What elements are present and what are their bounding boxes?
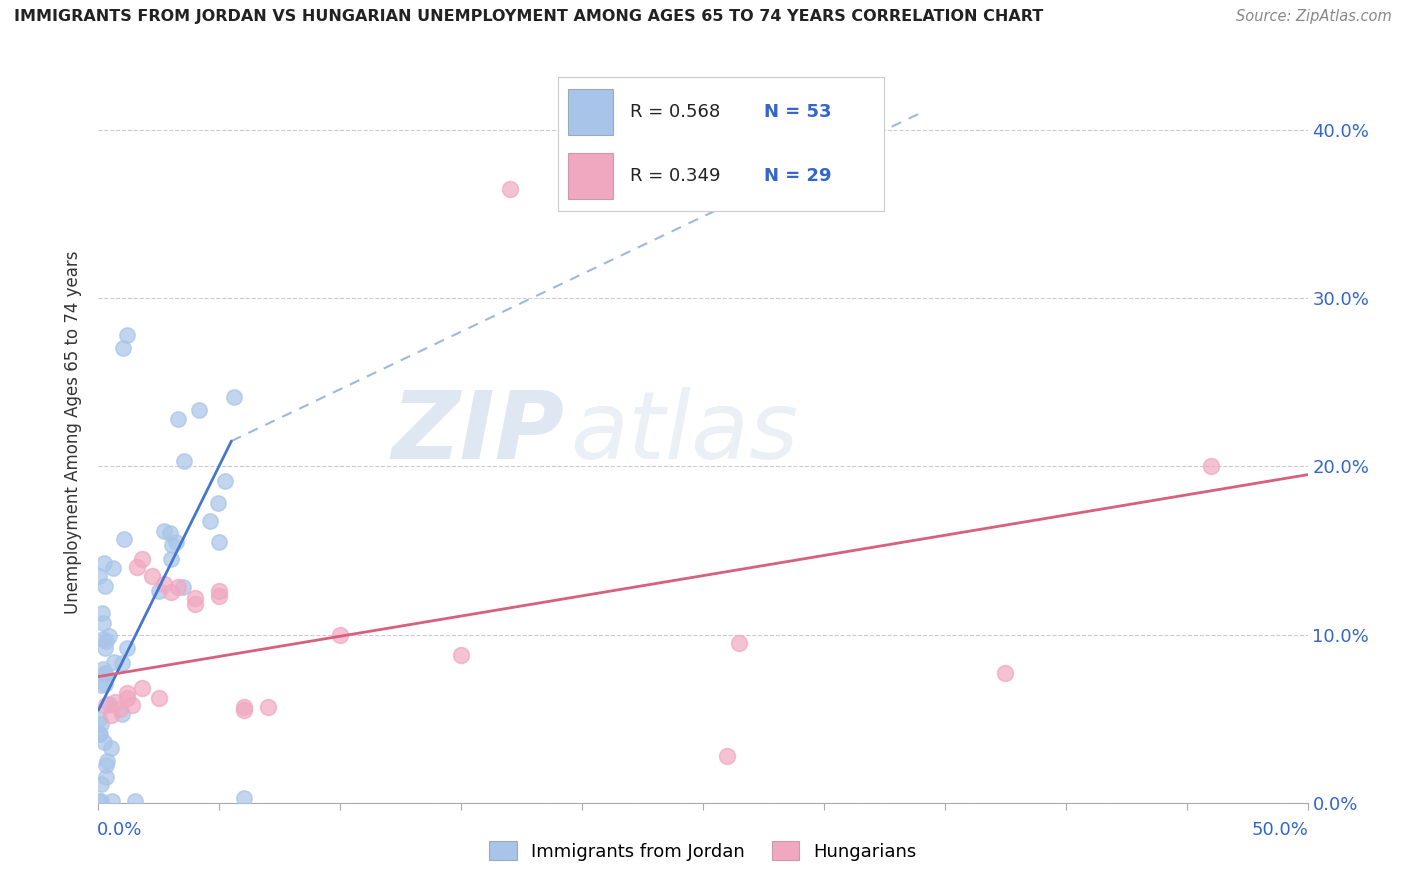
Point xyxy=(208,589,231,603)
Point xyxy=(94,579,117,593)
Point xyxy=(232,699,254,714)
Point xyxy=(104,695,127,709)
Point xyxy=(166,411,188,425)
Point xyxy=(148,584,170,599)
Y-axis label: Unemployment Among Ages 65 to 74 years: Unemployment Among Ages 65 to 74 years xyxy=(65,251,83,615)
Point xyxy=(91,616,114,631)
Point xyxy=(728,636,751,650)
Point xyxy=(117,328,139,343)
Legend: Immigrants from Jordan, Hungarians: Immigrants from Jordan, Hungarians xyxy=(482,833,924,868)
Point xyxy=(329,627,352,641)
Point xyxy=(173,454,195,468)
Text: atlas: atlas xyxy=(569,387,799,478)
Point xyxy=(100,708,122,723)
Point xyxy=(96,754,118,768)
Point xyxy=(160,538,183,552)
Text: IMMIGRANTS FROM JORDAN VS HUNGARIAN UNEMPLOYMENT AMONG AGES 65 TO 74 YEARS CORRE: IMMIGRANTS FROM JORDAN VS HUNGARIAN UNEM… xyxy=(14,9,1043,24)
Point xyxy=(100,740,122,755)
Point xyxy=(89,727,111,741)
Point xyxy=(111,657,134,671)
Point xyxy=(93,665,115,680)
Point xyxy=(89,726,111,740)
Point xyxy=(121,698,143,713)
Point xyxy=(103,655,125,669)
Point xyxy=(450,648,472,662)
Text: Source: ZipAtlas.com: Source: ZipAtlas.com xyxy=(1236,9,1392,24)
Point xyxy=(159,525,181,540)
Point xyxy=(184,597,207,611)
Point xyxy=(112,532,135,546)
Point xyxy=(214,474,236,488)
Text: 0.0%: 0.0% xyxy=(97,822,142,839)
Point xyxy=(108,701,131,715)
Point xyxy=(94,698,117,713)
Point xyxy=(94,634,117,648)
Point xyxy=(90,794,112,808)
Point xyxy=(111,342,134,356)
Point xyxy=(94,770,117,784)
Point xyxy=(101,560,124,574)
Point xyxy=(90,717,112,731)
Point xyxy=(232,790,254,805)
Point xyxy=(207,495,229,509)
Point xyxy=(160,551,183,566)
Point xyxy=(208,535,231,549)
Point xyxy=(256,699,278,714)
Point xyxy=(94,757,117,772)
Point xyxy=(167,581,190,595)
Point xyxy=(131,551,153,566)
Point xyxy=(90,606,112,620)
Point xyxy=(198,514,221,528)
Point xyxy=(87,712,110,726)
Point xyxy=(91,632,114,646)
Point xyxy=(184,591,207,605)
Point xyxy=(1199,459,1222,474)
Point xyxy=(111,707,134,722)
Point xyxy=(90,678,112,692)
Point xyxy=(187,402,209,417)
Point xyxy=(98,697,121,711)
Point xyxy=(208,583,231,598)
Point xyxy=(148,691,170,706)
Point xyxy=(127,560,149,574)
Point xyxy=(94,677,117,691)
Point xyxy=(141,568,163,582)
Point xyxy=(172,580,194,594)
Point xyxy=(153,524,176,538)
Point xyxy=(152,577,174,591)
Point xyxy=(165,535,187,549)
Point xyxy=(91,662,114,676)
Point xyxy=(117,686,139,700)
Point xyxy=(716,748,738,763)
Point xyxy=(232,703,254,717)
Point xyxy=(222,390,245,404)
Point xyxy=(117,641,139,656)
Point xyxy=(93,640,115,655)
Text: ZIP: ZIP xyxy=(391,386,564,479)
Point xyxy=(160,585,183,599)
Point xyxy=(131,681,153,696)
Point xyxy=(498,181,520,195)
Point xyxy=(89,569,111,583)
Point xyxy=(94,667,117,681)
Point xyxy=(98,628,121,642)
Point xyxy=(90,777,112,791)
Point xyxy=(93,735,115,749)
Text: 50.0%: 50.0% xyxy=(1251,822,1309,839)
Point xyxy=(994,666,1017,681)
Point xyxy=(117,691,139,706)
Point xyxy=(87,794,110,808)
Point xyxy=(124,794,146,808)
Point xyxy=(101,794,124,808)
Point xyxy=(93,556,115,570)
